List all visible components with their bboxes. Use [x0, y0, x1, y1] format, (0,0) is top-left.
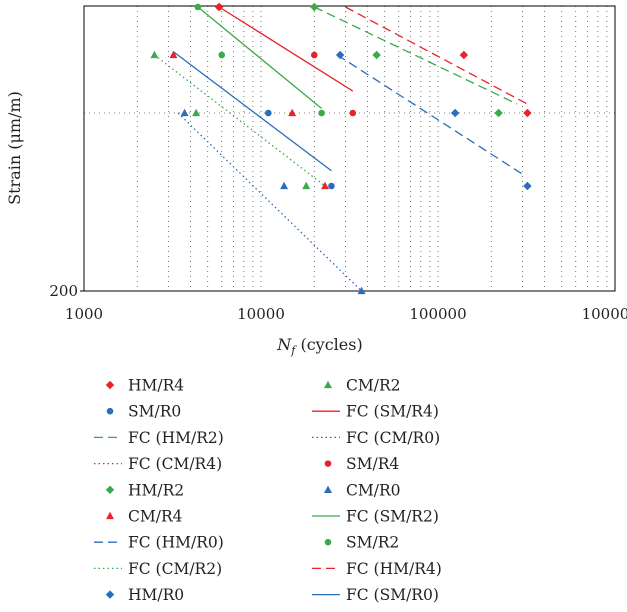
fit-line [314, 6, 518, 105]
x-axis-label-main: N [276, 335, 292, 354]
fit-line [177, 112, 363, 292]
data-point [321, 181, 330, 190]
legend-symbol [324, 485, 332, 493]
legend-symbol [106, 407, 114, 415]
legend-label: HM/R0 [128, 586, 184, 604]
legend-label: FC (HM/R2) [128, 429, 224, 447]
data-point [335, 50, 345, 60]
data-point [357, 286, 366, 295]
x-axis-label-sub: f [290, 344, 297, 357]
legend-symbol [105, 380, 115, 390]
data-point [180, 108, 189, 117]
legend-label: FC (SM/R4) [346, 403, 439, 421]
grid [84, 6, 615, 291]
data-point [288, 108, 297, 117]
legend-label: FC (SM/R0) [346, 586, 439, 604]
x-tick-label: 1000000 [582, 305, 627, 323]
data-point [194, 3, 202, 11]
legend-symbol [105, 485, 115, 494]
fit-line [336, 54, 526, 177]
data-point [169, 50, 178, 59]
x-tick-labels: 1000 10000 100000 1000000 [65, 305, 627, 323]
data-point [328, 182, 335, 190]
data-point [280, 181, 289, 190]
x-tick-label: 1000 [65, 305, 103, 323]
data-point [218, 51, 226, 59]
x-tick-label: 100000 [409, 305, 466, 323]
data-point [450, 108, 460, 118]
legend-label: HM/R4 [128, 377, 184, 395]
fit-line [197, 6, 323, 109]
legend-label: FC (HM/R4) [346, 560, 442, 578]
y-axis-label: Strain (μm/m) [5, 91, 24, 205]
legend-symbol [324, 380, 332, 389]
legend-label: FC (HM/R0) [128, 534, 224, 552]
legend-label: SM/R2 [346, 534, 399, 552]
legend: HM/R4 SM/R0 FC (HM/R2) FC (CM/R4) HM/R2 CM/R4… [94, 377, 442, 604]
data-point [318, 109, 325, 117]
data-point [523, 181, 532, 191]
data-point [302, 181, 311, 190]
x-axis-label: Nf (cycles) [276, 335, 362, 357]
fit-lines [154, 6, 528, 292]
data-point [523, 108, 532, 118]
fit-line [173, 51, 332, 172]
legend-label: CM/R2 [346, 377, 401, 395]
legend-label: CM/R4 [128, 508, 183, 526]
legend-label: HM/R2 [128, 481, 184, 499]
legend-label: CM/R0 [346, 481, 401, 499]
legend-label: FC (CM/R0) [346, 429, 440, 447]
legend-label: FC (SM/R2) [346, 508, 439, 526]
legend-label: SM/R0 [128, 403, 181, 421]
data-point [265, 109, 272, 117]
legend-symbol [106, 511, 114, 520]
legend-label: FC (CM/R2) [128, 560, 222, 578]
fit-line [345, 6, 528, 105]
legend-symbol [324, 460, 332, 467]
y-tick-label: 200 [49, 282, 78, 300]
x-axis-label-rest: (cycles) [295, 335, 362, 354]
legend-label: FC (CM/R4) [128, 455, 222, 473]
data-markers [150, 2, 532, 295]
data-point [459, 50, 469, 60]
data-point [349, 109, 357, 117]
legend-symbol [105, 590, 115, 599]
plot-area-border [83, 5, 616, 292]
legend-label: SM/R4 [346, 455, 399, 473]
data-point [150, 50, 159, 59]
data-point [310, 2, 319, 12]
fit-line [218, 6, 354, 92]
legend-symbol [324, 538, 332, 546]
data-point [311, 51, 318, 59]
data-point [192, 108, 201, 117]
data-point [215, 3, 223, 11]
x-tick-label: 10000 [237, 305, 285, 323]
fit-line [154, 54, 326, 187]
data-point [494, 108, 503, 118]
y-tick-labels: 200 [49, 282, 84, 300]
data-point [372, 50, 381, 60]
